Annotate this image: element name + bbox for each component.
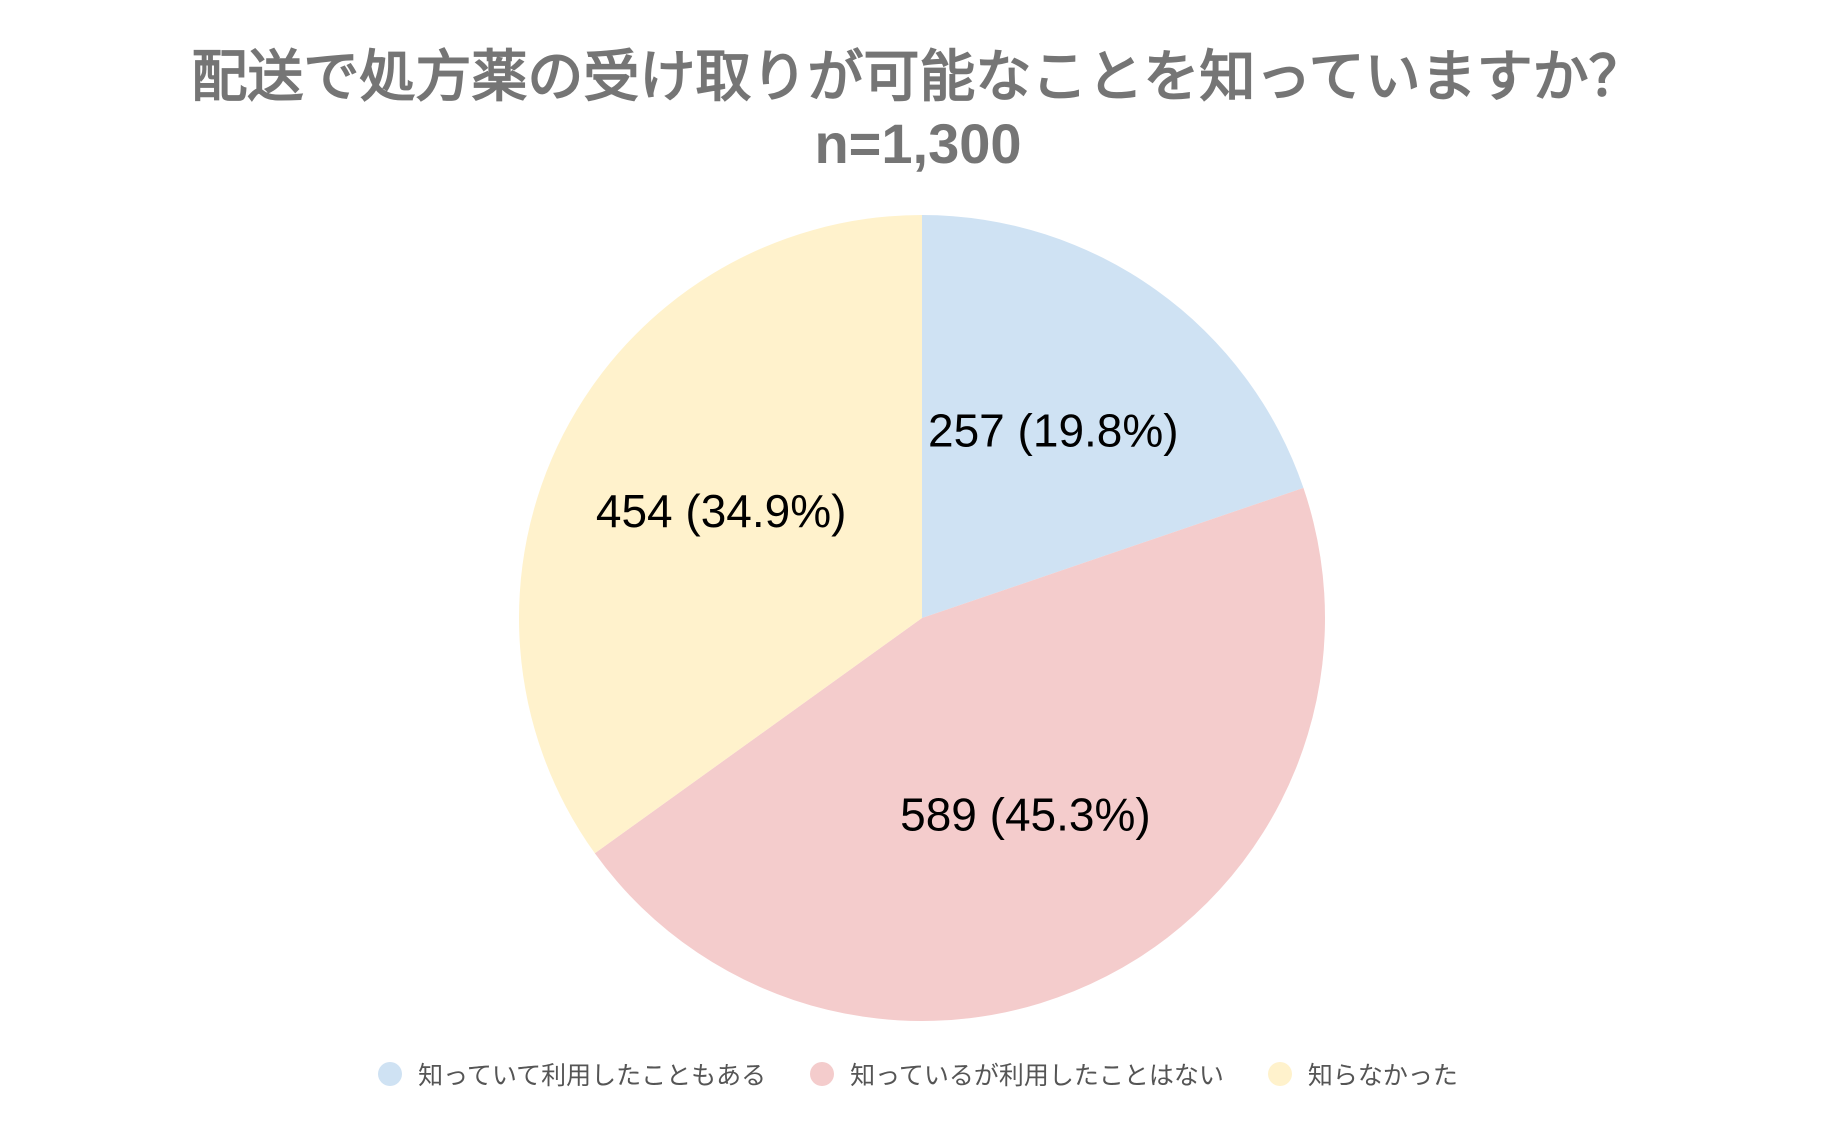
slice-data-label: 257 (19.8%): [928, 405, 1179, 457]
legend-item[interactable]: 知っているが利用したことはない: [810, 1056, 1224, 1092]
pie-slice[interactable]: [519, 215, 922, 854]
pie-slice[interactable]: [922, 215, 1304, 618]
pie-slices: [519, 215, 1325, 1021]
slice-data-label: 454 (34.9%): [596, 485, 847, 537]
pie-labels: 257 (19.8%) 589 (45.3%) 454 (34.9%): [596, 405, 1179, 841]
legend-swatch-icon: [810, 1062, 835, 1086]
legend-label: 知っていて利用したこともある: [418, 1061, 767, 1090]
chart-subtitle: n=1,300: [814, 112, 1022, 175]
pie-slice[interactable]: [594, 487, 1325, 1021]
chart-title: 配送で処方薬の受け取りが可能なことを知っていますか？: [191, 45, 1645, 110]
legend-label: 知っているが利用したことはない: [850, 1061, 1224, 1090]
legend: 知っていて利用したこともある 知っているが利用したことはない 知らなかった: [0, 1054, 1836, 1094]
slice-data-label: 589 (45.3%): [900, 789, 1151, 841]
legend-swatch-icon: [1267, 1062, 1292, 1086]
legend-label: 知らなかった: [1307, 1061, 1458, 1090]
legend-item[interactable]: 知らなかった: [1267, 1056, 1458, 1092]
legend-item[interactable]: 知っていて利用したこともある: [378, 1056, 766, 1092]
legend-swatch-icon: [378, 1062, 403, 1086]
